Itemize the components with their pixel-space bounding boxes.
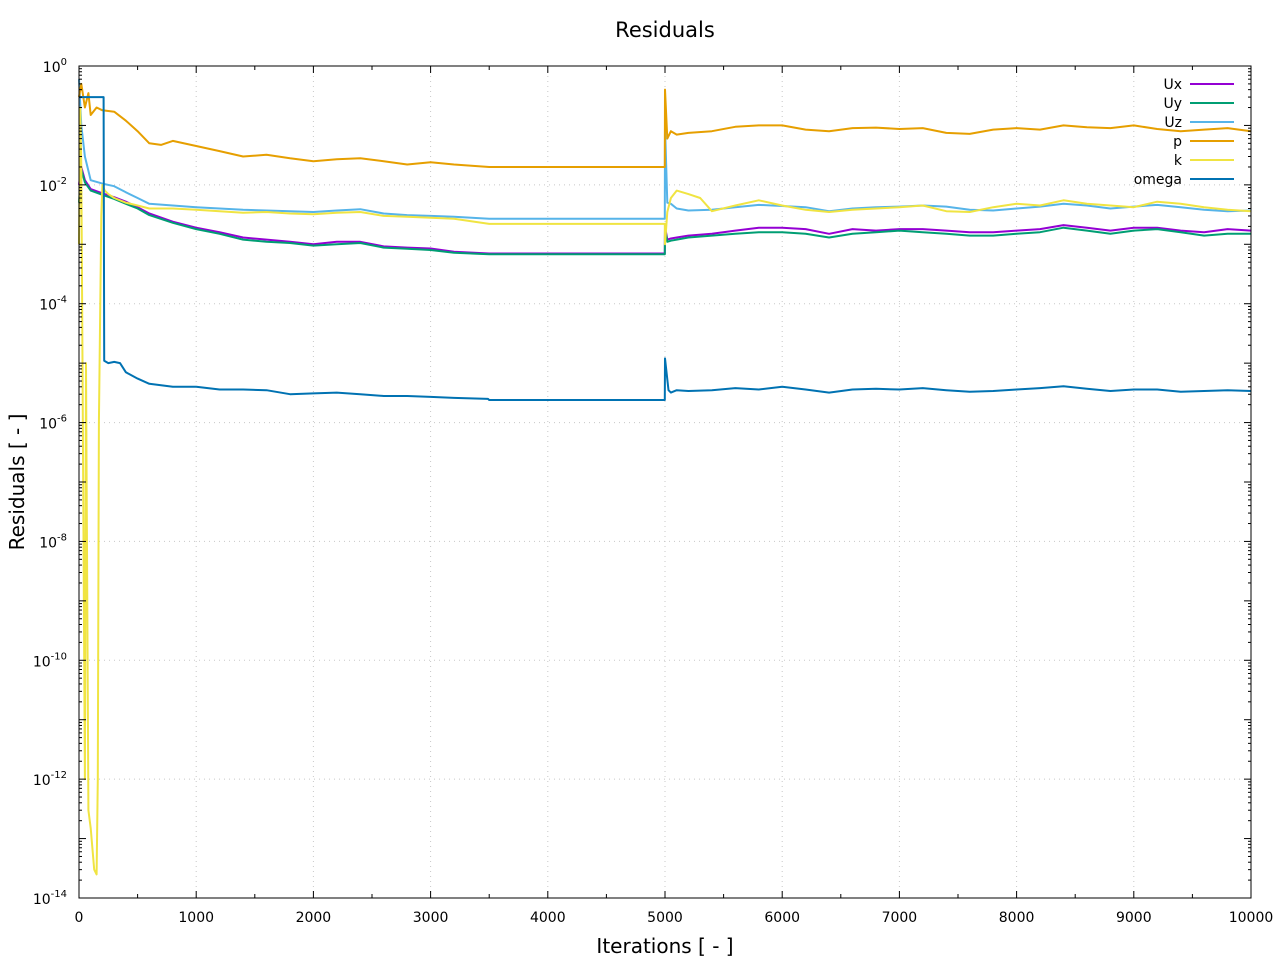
y-tick-label: 10-10 (33, 651, 67, 670)
x-axis-label: Iterations [ - ] (596, 934, 733, 958)
series-line-k (78, 106, 1252, 876)
x-tick-label: 4000 (530, 910, 566, 926)
legend-label-omega: omega (1134, 172, 1182, 188)
x-tick-label: 0 (75, 910, 84, 926)
legend-label-Uz: Uz (1164, 115, 1182, 131)
y-tick-label: 10-2 (39, 176, 67, 195)
y-tick-base: 10 (39, 179, 57, 195)
x-tick-label: 6000 (764, 910, 800, 926)
x-tick-label: 9000 (1116, 910, 1152, 926)
y-tick-exponent: 0 (61, 57, 67, 68)
chart-title: Residuals (615, 18, 715, 42)
y-tick-exponent: -14 (51, 889, 67, 900)
y-tick-base: 10 (39, 535, 57, 551)
y-tick-base: 10 (33, 773, 51, 789)
y-tick-label: 10-12 (33, 770, 67, 789)
x-tick-label: 5000 (647, 910, 683, 926)
y-tick-base: 10 (43, 60, 61, 76)
ticks (78, 65, 1252, 899)
y-tick-exponent: -4 (57, 295, 67, 306)
legend-label-Ux: Ux (1163, 77, 1182, 93)
series-line-Ux (78, 166, 1252, 255)
x-tick-label: 10000 (1229, 910, 1274, 926)
y-tick-base: 10 (39, 298, 57, 314)
y-tick-exponent: -10 (51, 651, 67, 662)
legend-label-Uy: Uy (1163, 96, 1182, 112)
y-tick-exponent: -6 (57, 414, 67, 425)
y-tick-label: 10-14 (33, 889, 67, 908)
legend-label-k: k (1174, 153, 1183, 169)
y-tick-label: 10-6 (39, 414, 67, 433)
y-tick-exponent: -12 (51, 770, 67, 781)
y-tick-exponent: -2 (57, 176, 67, 187)
x-tick-labels: 0 1000 2000 3000 4000 5000 6000 7000 8000 9000 100… (75, 910, 1274, 926)
y-tick-label: 100 (43, 57, 67, 76)
y-tick-label: 10-8 (39, 532, 67, 551)
grid (79, 66, 1251, 898)
x-tick-label: 7000 (882, 910, 918, 926)
series-group (78, 79, 1252, 876)
y-tick-base: 10 (33, 892, 51, 908)
x-tick-label: 3000 (413, 910, 449, 926)
series-line-p (78, 82, 1252, 168)
x-tick-label: 1000 (178, 910, 214, 926)
y-tick-base: 10 (33, 654, 51, 670)
series-line-omega (79, 96, 1252, 401)
x-tick-label: 2000 (296, 910, 332, 926)
y-tick-exponent: -8 (57, 532, 67, 543)
series-line-Uy (78, 168, 1251, 256)
y-axis-label: Residuals [ - ] (5, 414, 29, 551)
y-tick-base: 10 (39, 417, 57, 433)
legend: Ux Uy Uz pk omega (1134, 77, 1234, 188)
y-tick-label: 10-4 (39, 295, 67, 314)
legend-label-p: p (1173, 134, 1182, 150)
x-tick-label: 8000 (999, 910, 1035, 926)
